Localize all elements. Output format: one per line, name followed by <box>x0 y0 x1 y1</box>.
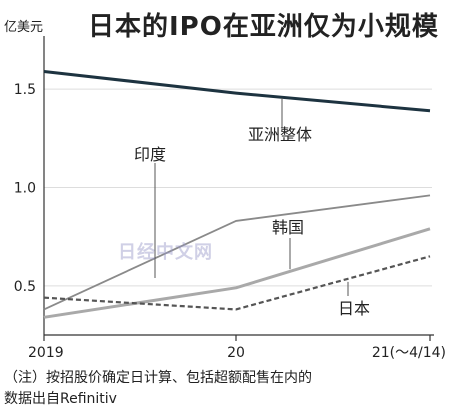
series-line-0 <box>43 69 431 113</box>
y-tick-label: 1.5 <box>14 82 36 98</box>
y-tick-label: 0.5 <box>14 279 36 295</box>
footnote-line-1: （注）按招股价确定日计算、包括超额配售在内的 <box>4 370 312 386</box>
series-label: 日本 <box>338 299 370 318</box>
watermark: 日经中文网 <box>118 242 213 263</box>
series-label: 印度 <box>134 145 166 164</box>
chart-series <box>43 69 431 319</box>
chart-grid <box>44 88 432 287</box>
x-tick-label: 21(〜4/14) <box>372 345 446 361</box>
footnote: （注）按招股价确定日计算、包括超额配售在内的 数据出自Refinitiv <box>4 368 444 410</box>
footnote-line-2: 数据出自Refinitiv <box>4 391 117 407</box>
chart-axes: 0.5 1.0 1.5 2019 20 21(〜4/14) <box>14 36 446 361</box>
x-tick-label: 2019 <box>28 345 64 361</box>
series-label: 韩国 <box>272 218 304 237</box>
y-tick-label: 1.0 <box>14 181 36 197</box>
y-axis-unit: 亿美元 <box>4 20 44 35</box>
chart-title: 日本的IPO在亚洲仅为小规模 <box>88 12 439 42</box>
series-label: 亚洲整体 <box>248 125 312 144</box>
series-line-2 <box>43 227 431 319</box>
x-tick-label: 20 <box>227 345 245 361</box>
series-line-1 <box>43 194 431 311</box>
